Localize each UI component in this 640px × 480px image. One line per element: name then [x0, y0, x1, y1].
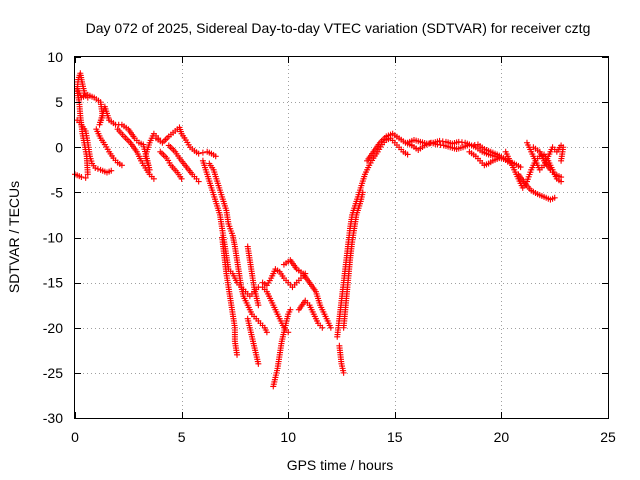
data-point-marker	[82, 174, 89, 181]
series-arc-2	[74, 85, 162, 173]
data-point-marker	[150, 175, 157, 182]
data-point-marker	[255, 302, 262, 309]
data-point-marker	[234, 351, 241, 358]
data-point-marker	[195, 150, 202, 157]
data-point-marker	[199, 149, 206, 156]
data-point-marker	[263, 329, 270, 336]
series-arc-25	[515, 171, 558, 203]
y-tick-label: -15	[43, 275, 63, 291]
data-point-marker	[92, 165, 99, 172]
data-point-marker	[195, 178, 202, 185]
series-arc-11	[219, 234, 241, 358]
data-point-marker	[212, 153, 219, 160]
series-arc-8	[165, 142, 202, 185]
data-point-marker	[319, 324, 326, 331]
y-tick-label: -10	[43, 230, 63, 246]
x-axis-label: GPS time / hours	[287, 457, 394, 473]
plot-frame	[74, 56, 609, 419]
y-axis-label: SDTVAR / TECUs	[6, 181, 22, 293]
axis-ticks	[75, 57, 609, 419]
y-tick-label: -25	[43, 365, 63, 381]
x-tick-label: 0	[71, 429, 79, 445]
series-arc-3	[74, 117, 115, 176]
y-tick-label: -20	[43, 320, 63, 336]
series-arc-6	[153, 124, 219, 160]
data-point-marker	[178, 175, 185, 182]
data-point-marker	[517, 164, 524, 171]
series-arc-12	[244, 243, 262, 309]
series-arc-19	[340, 189, 366, 331]
series-arc-5	[114, 126, 157, 182]
data-point-marker	[340, 369, 347, 376]
series-arc-23	[466, 148, 503, 169]
data-point-marker	[558, 174, 565, 181]
data-point-marker	[255, 360, 262, 367]
data-point-marker	[359, 189, 366, 196]
data-point-marker	[94, 165, 101, 172]
data-point-marker	[118, 162, 125, 169]
data-point-marker	[404, 151, 411, 158]
data-point-marker	[78, 174, 85, 181]
y-tick-label: 10	[47, 49, 63, 65]
x-tick-label: 5	[178, 429, 186, 445]
y-tick-label: -5	[51, 184, 64, 200]
y-tick-label: 5	[55, 94, 63, 110]
series-arc-9	[206, 160, 270, 336]
data-point-marker	[551, 194, 558, 201]
series-arc-13	[244, 315, 262, 367]
data-series	[72, 70, 567, 390]
data-point-marker	[558, 157, 565, 164]
data-point-marker	[327, 324, 334, 331]
series-arc-17	[295, 297, 326, 331]
series-arc-4	[93, 126, 125, 169]
x-tick-label: 10	[280, 429, 296, 445]
series-arc-27	[530, 144, 565, 181]
series-arc-15	[270, 306, 294, 390]
x-tick-label: 25	[600, 429, 616, 445]
series-arc-26	[523, 139, 567, 173]
data-point-marker	[287, 306, 294, 313]
series-arc-7	[157, 148, 185, 182]
series-arc-14	[259, 266, 309, 291]
data-point-marker	[496, 155, 503, 162]
series-arc-20	[336, 342, 347, 376]
tick-labels: 0 5 10 15 20 25 10 5 0 -5 -10 -15 -20 -25 -30	[43, 49, 616, 445]
data-point-marker	[108, 167, 115, 174]
x-tick-label: 15	[387, 429, 403, 445]
series-arc-16	[280, 257, 334, 331]
chart-title: Day 072 of 2025, Sidereal Day-to-day VTE…	[86, 20, 591, 36]
y-tick-label: -30	[43, 410, 63, 426]
grid-lines	[75, 57, 608, 418]
y-tick-label: 0	[55, 139, 63, 155]
x-tick-label: 20	[494, 429, 510, 445]
